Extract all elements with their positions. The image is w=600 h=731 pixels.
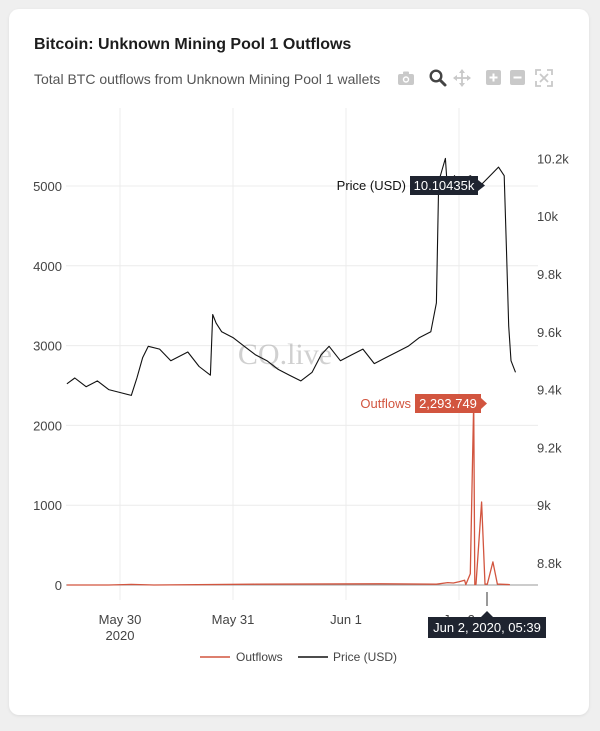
- legend-label-price: Price (USD): [333, 650, 397, 664]
- series-layer: [66, 157, 517, 586]
- y-left-tick-label: 4000: [33, 259, 62, 274]
- price-tooltip-arrow: [478, 180, 485, 191]
- x-tick-label: May 30: [99, 612, 142, 627]
- y-right-tick-label: 9.6k: [537, 325, 562, 340]
- zoom-out-icon[interactable]: [508, 68, 528, 88]
- watermark: CQ.live: [238, 338, 332, 371]
- x-hover-label: Jun 2, 2020, 05:39: [433, 620, 541, 635]
- y-left-tick-label: 3000: [33, 339, 62, 354]
- y-right-tick-label: 10k: [537, 209, 558, 224]
- y-left-tick-label: 0: [55, 578, 62, 593]
- legend-item-price[interactable]: Price (USD): [298, 650, 397, 664]
- y-left-tick-label: 5000: [33, 179, 62, 194]
- legend: Outflows Price (USD): [200, 650, 397, 664]
- outflows-tooltip-label: Outflows: [360, 396, 411, 411]
- x-tick-label: Jun 1: [330, 612, 362, 627]
- x-tick-label: May 31: [212, 612, 255, 627]
- watermark-text: CQ.live: [238, 338, 332, 371]
- hover-layer: Price (USD) 10.10435k Outflows 2,293.749…: [337, 176, 546, 638]
- legend-item-outflows[interactable]: Outflows: [200, 650, 283, 664]
- x-hover-arrow: [481, 611, 493, 617]
- chart-toolbar: [396, 68, 556, 90]
- x-tick-sublabel: 2020: [106, 628, 135, 643]
- y-left-tick-label: 1000: [33, 498, 62, 513]
- y-right-tick-label: 10.2k: [537, 151, 569, 166]
- pan-icon[interactable]: [452, 68, 472, 88]
- y-right-tick-label: 9.4k: [537, 383, 562, 398]
- outflows-tooltip-box: [415, 394, 481, 413]
- chart-title: Bitcoin: Unknown Mining Pool 1 Outflows: [34, 36, 352, 53]
- outflows-tooltip-value: 2,293.749: [419, 396, 477, 411]
- autoscale-icon[interactable]: [534, 68, 554, 88]
- series-line-outflows: [66, 401, 510, 586]
- outflows-tooltip-arrow: [481, 398, 487, 409]
- y-right-tick-label: 8.8k: [537, 556, 562, 571]
- chart-subtitle: Total BTC outflows from Unknown Mining P…: [34, 71, 381, 87]
- zoom-in-icon[interactable]: [484, 68, 504, 88]
- zoom-icon[interactable]: [428, 68, 448, 88]
- y-right-tick-label: 9.2k: [537, 440, 562, 455]
- camera-icon[interactable]: [396, 68, 416, 88]
- price-tooltip-label: Price (USD): [337, 178, 406, 193]
- chart-card: [9, 9, 589, 715]
- y-right-tick-label: 9k: [537, 498, 551, 513]
- y-right-tick-label: 9.8k: [537, 267, 562, 282]
- price-tooltip-value: 10.10435k: [414, 178, 475, 193]
- axis-labels: 0 1000 2000 3000 4000 5000 8.8k 9k 9.2k 9.4k 9.6k 9…: [33, 151, 569, 643]
- x-hover-box: [428, 617, 546, 638]
- legend-label-outflows: Outflows: [236, 650, 283, 664]
- price-tooltip-box: [410, 176, 478, 195]
- y-left-tick-label: 2000: [33, 418, 62, 433]
